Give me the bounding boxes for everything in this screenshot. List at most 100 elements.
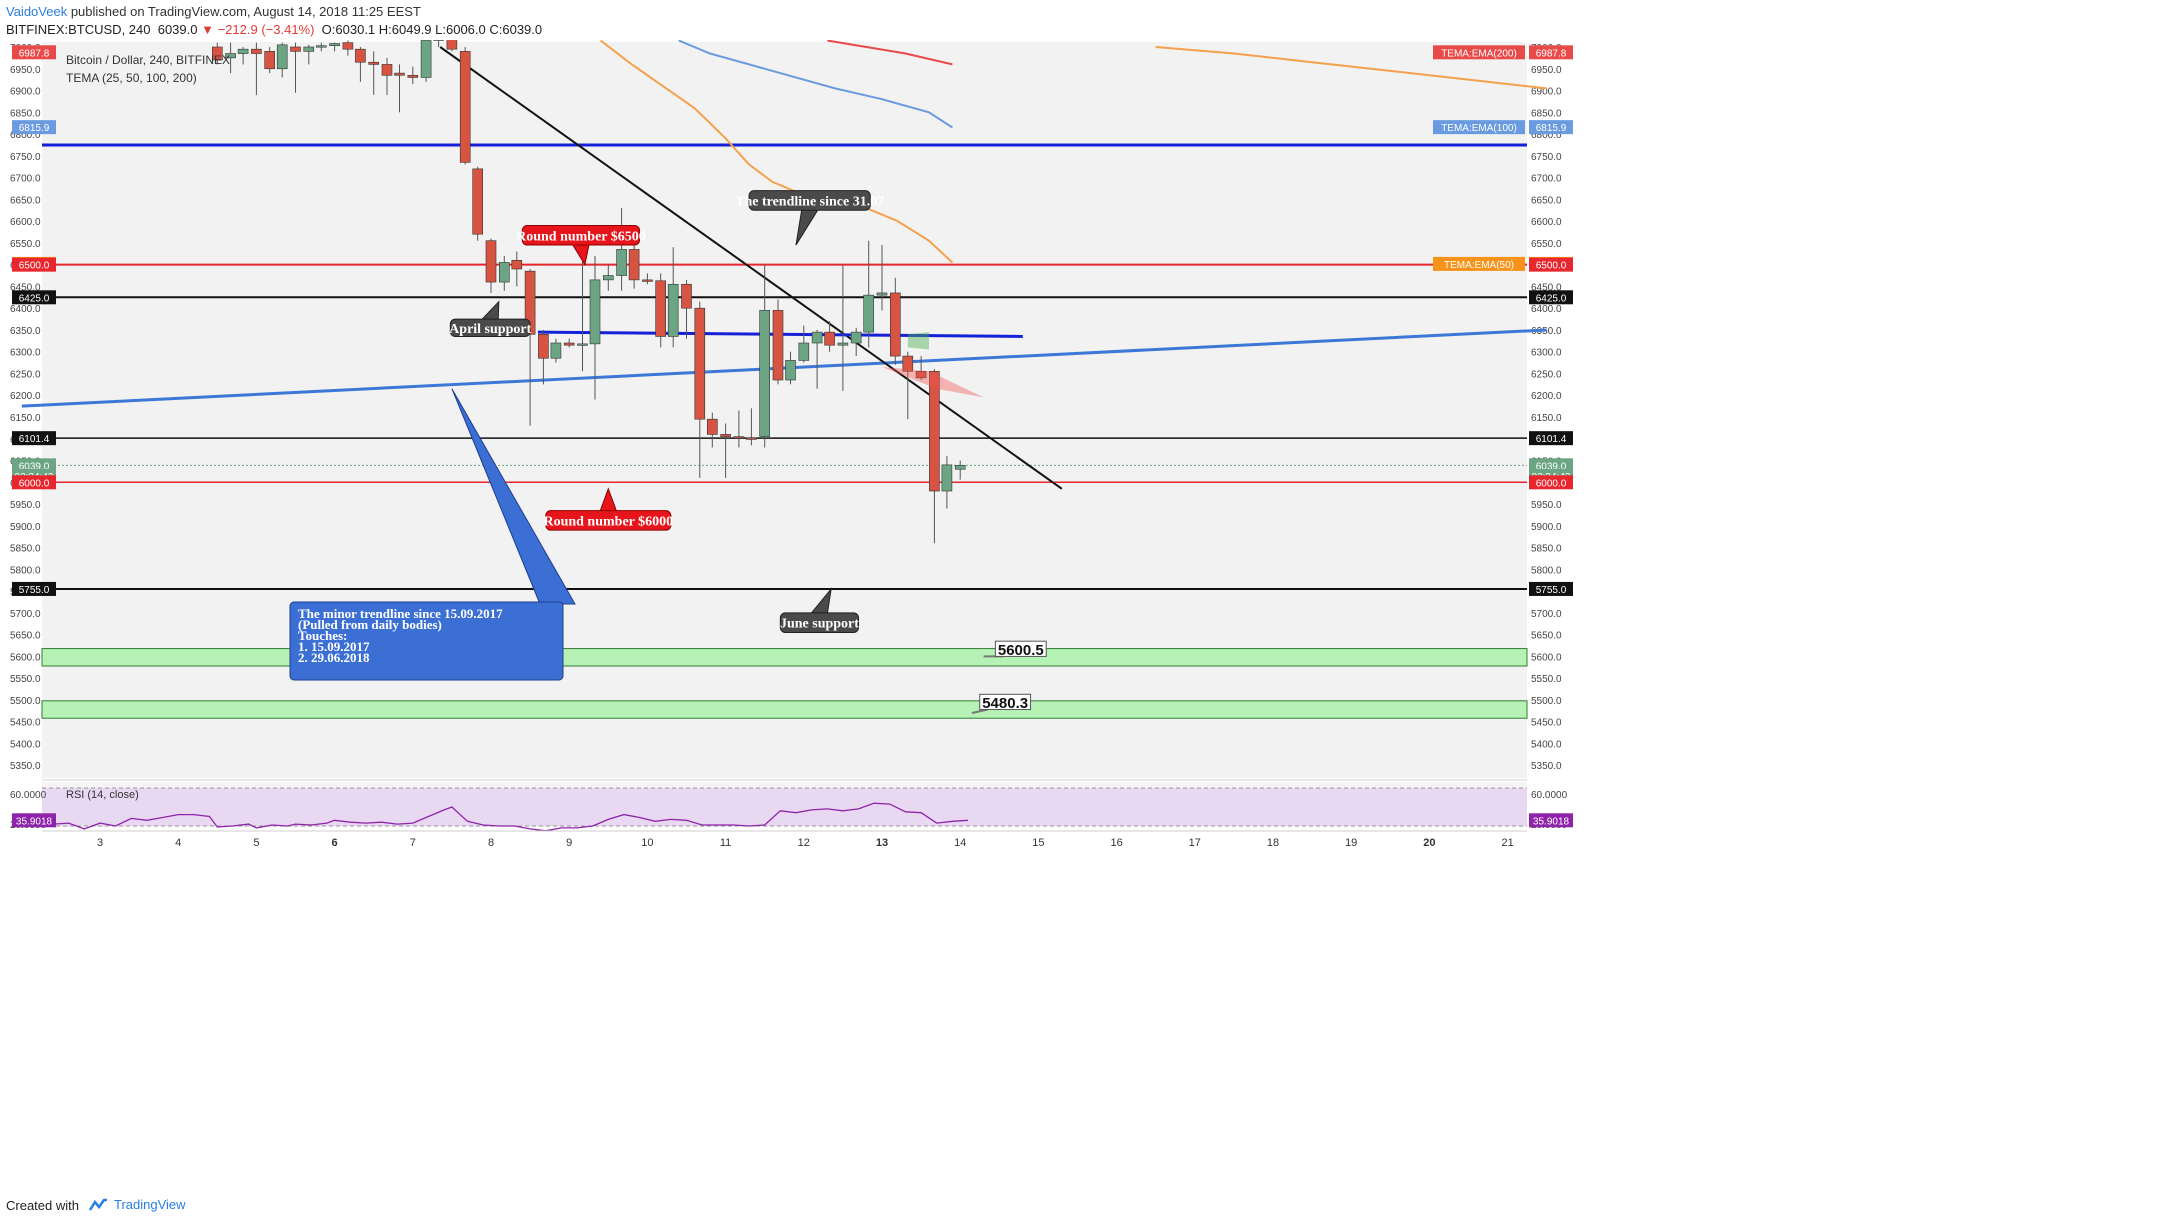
x-tick-label: 9 [566,837,572,849]
indicator-tag-text: TEMA:EMA(50) [1444,260,1514,271]
candle [929,369,940,544]
indicator-legend: TEMA (25, 50, 100, 200) [66,71,197,85]
candle-body [394,72,405,76]
candle [733,410,745,448]
candle [316,42,327,52]
note-line: The minor trendline since 15.09.2017 [298,606,503,621]
y-tick-label-left: 6950.0 [10,65,41,76]
price-label-text: 6815.9 [1536,123,1567,134]
tradingview-link[interactable]: TradingView [114,1197,186,1212]
candle [954,460,966,480]
price-label-bg [12,431,56,446]
price-label-bg [1529,290,1573,305]
support-zone [41,648,1528,667]
x-tick-label: 13 [876,837,888,849]
candle [681,279,692,339]
candle-body [733,436,745,439]
price-label-text: 6500.0 [1536,261,1567,272]
candle-body [628,249,640,281]
y-tick-label-left: 5350.0 [10,761,41,772]
candle-body [459,51,471,163]
y-tick-label-right: 5450.0 [1531,718,1562,729]
candle [237,47,249,65]
x-tick-label: 6 [332,837,338,849]
zone-label-box [979,693,1032,711]
candle [850,327,862,357]
symbol-label: BITFINEX:BTCUSD, 240 [6,22,151,37]
y-tick-label-right: 6600.0 [1531,217,1562,228]
price-label-left: 5755.0 [12,581,56,596]
price-label-text: 6039.0 [19,461,50,472]
y-tick-label-right: 6250.0 [1531,369,1562,380]
candle [798,325,810,363]
price-label-text: 6425.0 [1536,293,1567,304]
candle [433,40,444,47]
candle-body [772,310,784,381]
candle-body [355,48,366,63]
candle-body [368,61,380,65]
price-label-text: 6039.0 [1536,461,1567,472]
y-tick-label-right: 6650.0 [1531,195,1562,206]
price-label-left: 6815.9 [12,120,56,135]
x-tick-label: 4 [175,837,181,849]
candle [902,351,914,420]
y-tick-label-right: 5950.0 [1531,500,1562,511]
y-tick-label-right: 6800.0 [1531,130,1562,141]
round-number-6500: Round number $6500 [516,224,646,266]
rsi-value-bg-right [1529,813,1573,828]
y-tick-label-right: 5850.0 [1531,544,1562,555]
y-tick-label-left: 6700.0 [10,174,41,185]
y-tick-label-left: 5850.0 [10,544,41,555]
price-label-left: 6425.0 [12,290,56,305]
june-support: June support [779,587,860,633]
price-label-bg [12,475,56,490]
candle-body [538,333,549,359]
x-tick-label: 17 [1189,837,1201,849]
y-tick-label-left: 6600.0 [10,217,41,228]
tradingview-logo-icon [88,1198,107,1211]
y-tick-label-left: 5450.0 [10,718,41,729]
candle [628,240,640,289]
x-tick-label: 11 [720,837,731,849]
chart-footer: Created with TradingView [0,1190,2175,1221]
callout-text: June support [780,617,859,632]
ema-line [1155,46,1547,90]
y-tick-label-left: 6800.0 [10,130,41,141]
note-line: (Pulled from daily bodies) [298,617,442,632]
y-tick-label-left: 6150.0 [10,413,41,424]
price-label-text: 6000.0 [19,478,50,489]
indicator-tag-text: TEMA:EMA(200) [1441,48,1517,59]
callout-text: April support [449,322,531,337]
time-axis[interactable]: 3 4 5 6 7 8 9 10 11 12 13 14 15 16 17 18 19 20 21 [42,830,1527,849]
candle-body [264,51,275,70]
y-tick-label-left: 5600.0 [10,652,41,663]
author-link[interactable]: VaidoVeek [6,4,68,19]
horizontal-levels [42,143,1527,590]
symbol-line: BITFINEX:BTCUSD, 240 6039.0 ▼ −212.9 (−3… [6,22,542,37]
candle [915,356,927,381]
y-tick-label-left: 5650.0 [10,631,41,642]
candle [329,42,340,52]
price-label-left: 6039.0 [12,458,56,473]
candle-body [785,360,796,381]
callout-box [779,612,860,633]
zone-label-box [994,640,1047,657]
price-label-bg [1529,458,1573,473]
y-tick-label-right: 5550.0 [1531,674,1562,685]
price-pane [42,42,1527,781]
annotations: Round number $6500 The trendline since 31… [289,190,1047,714]
y-tick-label-left: 6850.0 [10,108,41,119]
y-tick-label-right: 5900.0 [1531,522,1562,533]
candle [941,456,953,509]
price-label-right: 6101.4 [1529,431,1573,446]
x-tick-label: 20 [1423,837,1435,849]
note-line: 1. 15.09.2017 [298,639,370,654]
candle [381,57,393,95]
y-tick-label-left: 6750.0 [10,152,41,163]
price-label-left: 6987.8 [12,45,56,60]
candle [811,329,823,389]
candle-body [824,331,835,346]
x-tick-label: 7 [410,837,416,849]
candle-body [929,370,940,492]
btcusd-chart[interactable]: 7000.06950.06900.06850.06800.06750.06700… [0,40,2175,1190]
